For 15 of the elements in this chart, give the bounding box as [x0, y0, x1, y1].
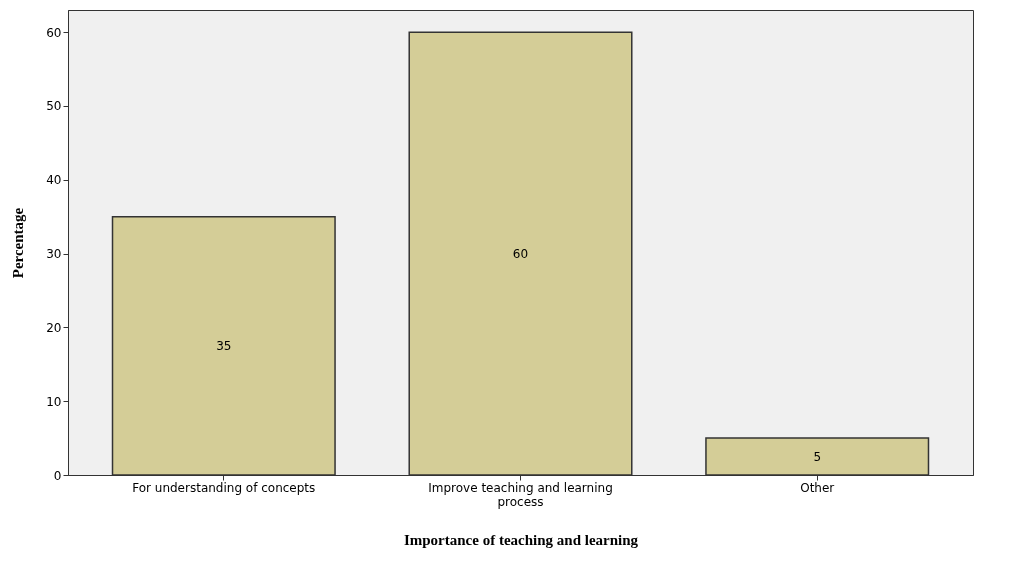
y-tick-label: 50 [46, 99, 62, 114]
y-tick-label: 20 [46, 320, 62, 335]
y-tick-label: 40 [46, 173, 62, 188]
y-tick-label: 30 [46, 247, 62, 262]
x-axis-title: Importance of teaching and learning [403, 531, 639, 548]
data-label: 35 [216, 338, 232, 353]
data-label: 5 [813, 449, 822, 464]
x-tick-label: For understanding of concepts [132, 480, 316, 495]
y-axis-title: Percentage [10, 207, 27, 279]
x-tick-label: Other [800, 480, 835, 495]
y-tick-label: 60 [46, 25, 62, 40]
y-tick-label: 0 [53, 468, 62, 483]
x-tick-label: Improve teaching and learning process [428, 480, 613, 509]
y-tick-label: 10 [46, 394, 62, 409]
data-label: 60 [512, 246, 529, 261]
